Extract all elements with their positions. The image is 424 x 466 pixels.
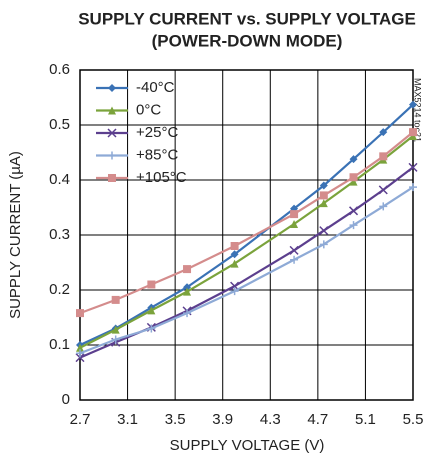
- marker: [319, 199, 328, 208]
- marker: [349, 177, 358, 186]
- marker: [290, 255, 299, 264]
- series-line: [79, 135, 414, 349]
- legend-label: +85°C: [136, 146, 178, 163]
- marker: [290, 210, 299, 219]
- marker: [408, 162, 418, 172]
- marker: [319, 226, 329, 236]
- y-tick-label: 0.6: [49, 61, 70, 78]
- series-line: [79, 103, 414, 346]
- x-tick-label: 3.5: [165, 411, 186, 428]
- y-tick-label: 0.3: [49, 226, 70, 243]
- legend-marker: [108, 174, 116, 182]
- marker: [409, 128, 417, 137]
- x-tick-label: 3.9: [212, 411, 233, 428]
- marker: [75, 353, 85, 363]
- marker: [349, 221, 358, 230]
- marker: [379, 152, 388, 161]
- marker: [319, 191, 328, 200]
- y-axis-label: SUPPLY CURRENT (µA): [7, 151, 24, 319]
- marker: [111, 325, 120, 334]
- marker: [147, 306, 156, 315]
- marker: [147, 280, 156, 289]
- marker: [183, 265, 192, 274]
- annotation: MAX5214 toc21: [413, 78, 423, 142]
- x-tick-label: 2.7: [70, 411, 91, 428]
- legend-label: -40°C: [136, 79, 175, 96]
- series-line: [79, 186, 414, 355]
- marker: [230, 242, 239, 250]
- y-tick-label: 0.1: [49, 336, 70, 353]
- legend-label: 0°C: [136, 101, 161, 118]
- y-tick-label: 0.5: [49, 116, 70, 133]
- marker: [409, 183, 417, 192]
- marker: [379, 128, 388, 137]
- legend-label: +25°C: [136, 124, 178, 141]
- marker: [319, 181, 328, 190]
- y-tick-label: 0.4: [49, 171, 70, 188]
- legend-marker: [107, 128, 117, 138]
- chart-subtitle: (POWER-DOWN MODE): [152, 31, 343, 50]
- x-tick-label: 4.3: [260, 411, 281, 428]
- marker: [76, 343, 84, 352]
- x-tick-label: 5.1: [355, 411, 376, 428]
- marker: [230, 250, 239, 259]
- x-tick-label: 5.5: [403, 411, 424, 428]
- legend-marker: [108, 106, 116, 115]
- series-line: [79, 131, 414, 315]
- x-axis-label: SUPPLY VOLTAGE (V): [170, 437, 325, 454]
- marker: [409, 100, 417, 109]
- marker: [111, 295, 120, 304]
- marker: [147, 324, 156, 333]
- marker: [230, 259, 239, 268]
- marker: [289, 245, 299, 255]
- marker: [111, 335, 120, 344]
- marker: [349, 155, 358, 164]
- x-tick-label: 4.7: [307, 411, 328, 428]
- marker: [183, 287, 192, 296]
- marker: [76, 309, 84, 318]
- chart-title: SUPPLY CURRENT vs. SUPPLY VOLTAGE: [78, 9, 416, 28]
- series-line: [79, 166, 414, 359]
- marker: [349, 206, 359, 216]
- marker: [378, 185, 388, 195]
- legend-marker: [108, 151, 116, 160]
- legend-label: +105°C: [136, 169, 187, 186]
- marker: [76, 349, 84, 358]
- marker: [230, 287, 239, 296]
- y-tick-label: 0: [62, 391, 70, 408]
- legend-marker: [108, 84, 116, 92]
- marker: [183, 309, 192, 318]
- x-tick-label: 3.1: [117, 411, 138, 428]
- marker: [349, 173, 358, 182]
- y-tick-label: 0.2: [49, 281, 70, 298]
- marker: [290, 220, 299, 228]
- plot-border: [79, 69, 414, 401]
- marker: [379, 202, 388, 211]
- marker: [319, 240, 328, 249]
